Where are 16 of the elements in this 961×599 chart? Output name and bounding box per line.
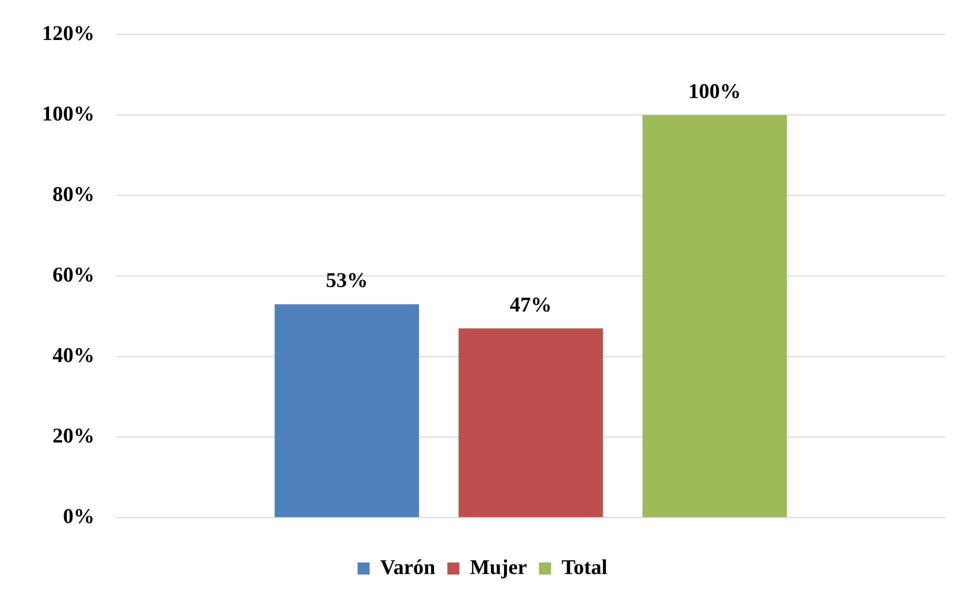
y-tick-label: 100%	[42, 102, 94, 126]
legend-label: Total	[561, 554, 608, 579]
y-tick-label: 80%	[52, 182, 94, 206]
y-tick-label: 0%	[63, 504, 94, 528]
legend-label: Varón	[380, 554, 436, 579]
bar	[642, 115, 787, 518]
y-tick-label: 20%	[52, 424, 94, 448]
data-label: 47%	[510, 292, 552, 316]
legend-label: Mujer	[470, 554, 527, 579]
y-tick-label: 40%	[52, 343, 94, 368]
data-label: 53%	[326, 268, 368, 292]
data-label: 100%	[688, 79, 741, 104]
bar	[458, 328, 603, 518]
y-tick-label: 120%	[42, 21, 94, 46]
y-tick-label: 60%	[52, 262, 94, 287]
bar	[274, 304, 420, 518]
